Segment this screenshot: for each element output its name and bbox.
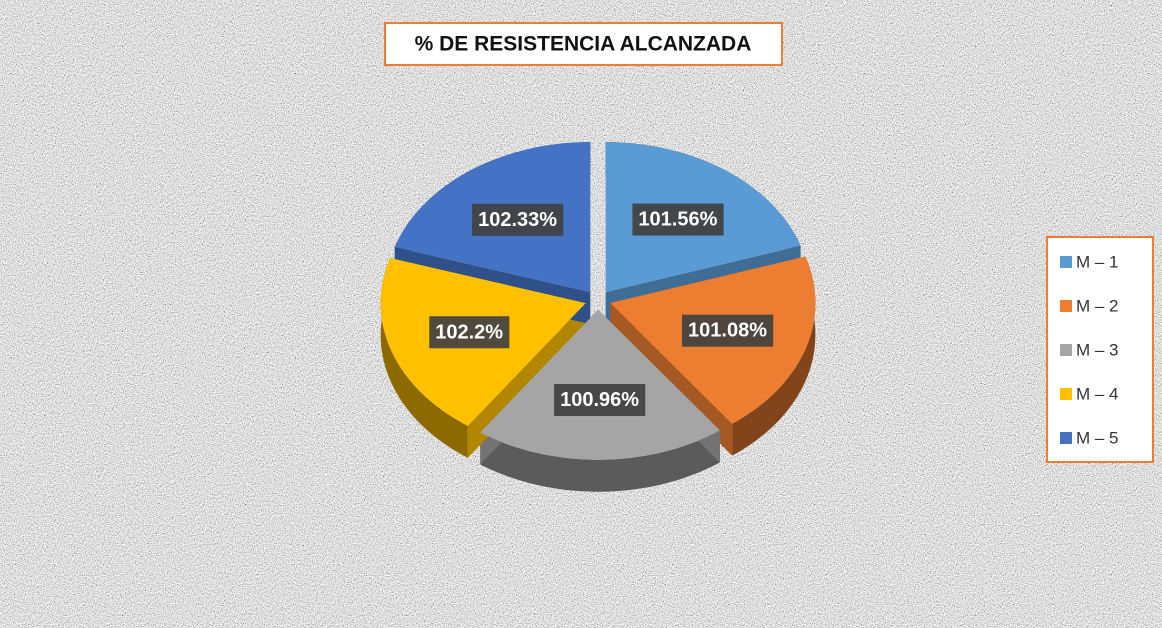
data-label-box (682, 314, 774, 347)
legend-swatch (1060, 344, 1072, 356)
data-label-box (472, 203, 564, 236)
data-labels: 101.56% 101.08% 100.96% 102.2% 102.33% (429, 203, 774, 417)
legend: M – 1 M – 2 M – 3 M – 4 M – 5 (1060, 252, 1119, 447)
chart-title: % DE RESISTENCIA ALCANZADA (415, 33, 752, 56)
data-label-box (632, 203, 724, 236)
legend-swatch (1060, 256, 1072, 268)
legend-box (1046, 236, 1154, 463)
data-label: 101.08% (688, 320, 767, 342)
data-label: 102.33% (478, 209, 557, 231)
data-label-box (554, 384, 646, 417)
legend-swatch (1060, 388, 1072, 400)
data-label-box (429, 316, 510, 349)
data-label: 102.2% (435, 321, 503, 343)
legend-label: M – 2 (1076, 296, 1119, 315)
legend-label: M – 5 (1076, 428, 1119, 447)
legend-swatch (1060, 432, 1072, 444)
legend-label: M – 1 (1076, 252, 1119, 271)
data-label: 101.56% (638, 209, 717, 231)
slice-side (480, 430, 720, 492)
data-label: 100.96% (560, 389, 639, 411)
legend-label: M – 4 (1076, 384, 1119, 403)
legend-label: M – 3 (1076, 340, 1119, 359)
title-box (384, 22, 783, 66)
legend-swatch (1060, 300, 1072, 312)
